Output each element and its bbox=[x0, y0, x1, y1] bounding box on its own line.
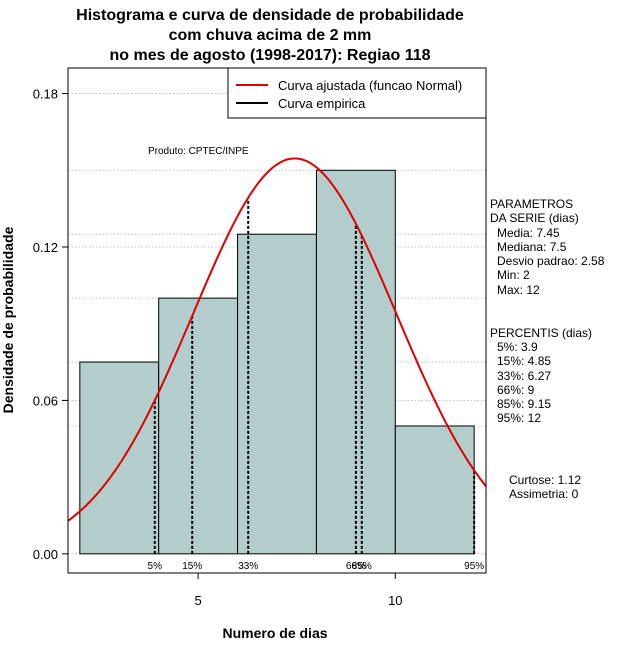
percentile-label-3: 33% bbox=[238, 561, 258, 572]
legend-box bbox=[227, 67, 487, 119]
parameter-max: Max: 12 bbox=[497, 283, 540, 297]
percentiles-heading: PERCENTIS (dias) bbox=[490, 326, 593, 340]
percentile-label-5: 85% bbox=[352, 561, 372, 572]
legend-label-2: Curva empirica bbox=[278, 96, 366, 111]
percentile-markers: 5% 15% 33% 66%85% 95% bbox=[148, 197, 484, 572]
percentile-label-2: 15% bbox=[182, 561, 202, 572]
parameter-media: Media: 7.45 bbox=[497, 226, 560, 240]
percentile-item-66: 66%: 9 bbox=[497, 383, 535, 397]
y-tick-label-2: 0.12 bbox=[33, 240, 58, 255]
product-label: Produto: CPTEC/INPE bbox=[148, 146, 249, 157]
percentile-item-85: 85%: 9.15 bbox=[497, 397, 552, 411]
y-tick-label-3: 0.18 bbox=[33, 87, 58, 102]
y-axis-label: Densidade de probabilidade bbox=[0, 226, 16, 413]
percentile-label-4: 66% bbox=[346, 561, 366, 572]
x-tick-label-0: 5 bbox=[195, 593, 202, 608]
x-tick-label-1: 10 bbox=[388, 593, 402, 608]
kurtosis-label: Curtose: 1.12 bbox=[509, 473, 582, 487]
percentile-item-15: 15%: 4.85 bbox=[497, 354, 552, 368]
y-tick-label-0: 0.00 bbox=[33, 547, 58, 562]
legend: Curva ajustada (funcao Normal) Curva empi… bbox=[227, 67, 487, 119]
x-axis-label: Numero de dias bbox=[222, 625, 327, 641]
histogram-bar-5 bbox=[394, 425, 475, 555]
parameters-heading-2: DA SERIE (dias) bbox=[490, 211, 579, 225]
chart-title-line-3: no mes de agosto (1998-2017): Regiao 118 bbox=[109, 47, 431, 64]
percentile-item-33: 33%: 6.27 bbox=[497, 369, 552, 383]
normal-fit-curve bbox=[67, 157, 487, 522]
skewness-label: Assimetria: 0 bbox=[509, 487, 579, 501]
axes: 0.00 0.06 0.12 0.18 5 10 bbox=[33, 87, 403, 608]
parameters-heading-1: PARAMETROS bbox=[490, 197, 574, 211]
percentile-item-5: 5%: 3.9 bbox=[497, 340, 538, 354]
histogram-bar-1 bbox=[79, 361, 160, 555]
chart-title-line-1: Histograma e curva de densidade de proba… bbox=[76, 7, 464, 24]
percentile-label-1: 5% bbox=[148, 561, 163, 572]
percentile-label-6: 95% bbox=[464, 561, 484, 572]
histogram-bars bbox=[79, 169, 475, 555]
parameter-min: Min: 2 bbox=[497, 268, 530, 282]
histogram-bar-2 bbox=[158, 297, 239, 555]
parameter-mediana: Mediana: 7.5 bbox=[497, 240, 567, 254]
histogram-bar-3 bbox=[237, 233, 317, 555]
chart-title-line-2: com chuva acima de 2 mm bbox=[168, 27, 372, 44]
y-tick-label-1: 0.06 bbox=[33, 393, 58, 408]
legend-label-1: Curva ajustada (funcao Normal) bbox=[278, 78, 462, 93]
percentile-item-95: 95%: 12 bbox=[497, 411, 542, 425]
parameter-desvio-padrao: Desvio padrao: 2.58 bbox=[497, 254, 605, 268]
density-curves bbox=[67, 157, 487, 522]
